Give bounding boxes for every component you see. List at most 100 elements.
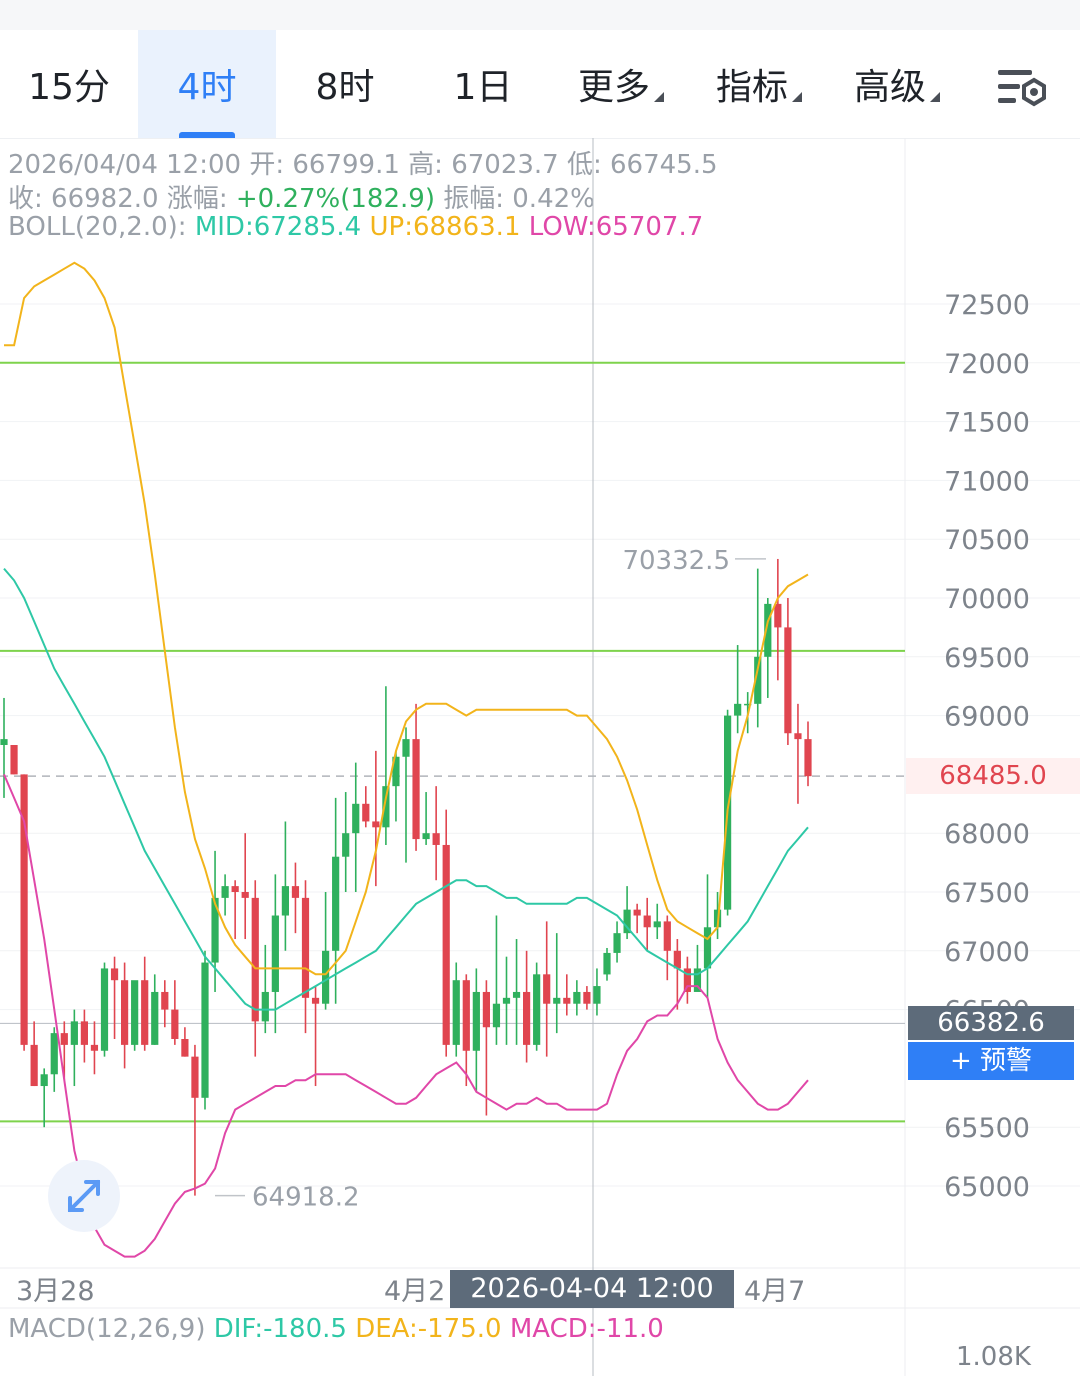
candle-body [593,986,601,1004]
candle-body [30,1044,38,1087]
candle-body [452,980,460,1045]
candle-body [201,962,209,1098]
candle-body [623,909,631,934]
candle-body [734,703,742,716]
tab-15m[interactable]: 15分 [0,30,138,138]
candle-body [402,739,410,757]
min-price-label: 64918.2 [252,1183,360,1213]
candle-body [352,803,360,834]
candle-body [673,950,681,969]
tab-more[interactable]: 更多 [552,30,690,138]
candle-body [382,786,390,828]
candle-body [10,745,18,775]
add-alert-button[interactable]: + 预警 [908,1042,1074,1080]
active-tab-indicator [179,132,235,138]
interval-tab-bar: 15分 4时 8时 1日 更多 指标 高级 [0,30,1080,139]
candle-body [523,991,531,1045]
tab-1d[interactable]: 1日 [414,30,552,138]
boll-bands [3,261,809,1258]
close-value: 66982.0 [51,184,159,214]
date-axis-label: 4月2 [384,1276,445,1307]
tab-8h[interactable]: 8时 [276,30,414,138]
candle-body [0,739,8,745]
date-axis-label: 4月7 [744,1276,805,1307]
candle-body [40,1074,48,1087]
candle-body [663,921,671,951]
boll-upper-line [4,261,809,976]
candle-body [442,844,450,1045]
crosshair-date-tag: 2026-04-04 12:00 [450,1270,734,1308]
candle-body [110,968,119,981]
amplitude-value: 0.42% [512,184,595,214]
expand-icon[interactable] [48,1160,120,1232]
candle-body [683,968,691,992]
low-value: 66745.5 [610,150,718,180]
price-axis-label: 72000 [944,349,1030,380]
candle-body [804,739,812,777]
tab-label: 更多 [577,67,650,108]
candle-datetime: 2026/04/04 12:00 [8,150,242,180]
status-strip [0,0,1080,30]
crosshair-price-tag: 66382.6 [908,1006,1074,1040]
macd-legend: MACD(12,26,9) DIF:-180.5 DEA:-175.0 MACD… [8,1314,664,1344]
candle-body [512,991,521,998]
candle-body [332,856,340,951]
candle-body [301,897,310,998]
open-value: 66799.1 [292,150,400,180]
boll-up: UP:68863.1 [369,212,521,242]
tab-label: 高级 [853,67,926,108]
price-axis-label: 69500 [944,643,1030,674]
candle-body [794,733,802,740]
high-value: 67023.7 [451,150,559,180]
candle-body [251,897,259,1022]
price-axis-label: 71500 [944,408,1030,439]
candle-body [90,1044,99,1051]
change-label: 涨幅: [166,184,228,214]
candle-body [181,1039,189,1057]
candle-body [633,909,641,916]
candle-body [774,603,782,628]
candle-body [693,968,702,992]
tab-indicators[interactable]: 指标 [690,30,828,138]
candle-body [422,833,430,840]
chart-annotations: 70332.5 64918.2 3月28 4月2 4月7 [16,546,805,1307]
candle-body [161,991,169,1010]
candle-body [392,756,400,787]
candle-body [462,980,470,1051]
tab-advanced[interactable]: 高级 [828,30,966,138]
price-axis-label: 70500 [944,525,1030,556]
candle-body [121,980,129,1045]
candle-body [472,991,480,1051]
price-axis-label: 68000 [944,819,1030,850]
volume-axis-label: 1.08K [956,1342,1031,1372]
macd-label: MACD(12,26,9) [8,1314,206,1344]
candle-body [502,997,511,1004]
candle-body [764,603,772,657]
candle-body [533,974,541,1045]
candle-body [191,1056,199,1098]
candle-body [261,991,269,1022]
boll-legend: BOLL(20,2.0): MID:67285.4 UP:68863.1 LOW… [8,212,703,242]
candle-body [372,821,380,828]
chart-settings-icon[interactable] [992,62,1052,122]
candle-body [221,886,229,898]
macd-dif: DIF:-180.5 [213,1314,347,1344]
candle-body [553,997,561,1004]
candle-body [70,1021,78,1045]
candle-body [231,886,239,892]
tab-4h[interactable]: 4时 [138,30,276,138]
candle-body [60,1033,68,1045]
candlestick-chart[interactable]: 72500 72000 71500 71000 70500 70000 69500 69000… [0,138,1080,1376]
horizontal-levels [0,361,905,1123]
candle-body [744,703,752,706]
candle-body [573,991,581,1004]
candle-body [482,991,490,1028]
candle-body [563,997,571,1004]
candle-body [50,1033,58,1075]
dropdown-caret-icon [792,92,802,102]
candle-body [151,991,159,1045]
tab-label: 4时 [177,67,237,108]
boll-mid: MID:67285.4 [194,212,362,242]
candle-body [543,974,551,1004]
tab-label: 15分 [28,67,110,108]
